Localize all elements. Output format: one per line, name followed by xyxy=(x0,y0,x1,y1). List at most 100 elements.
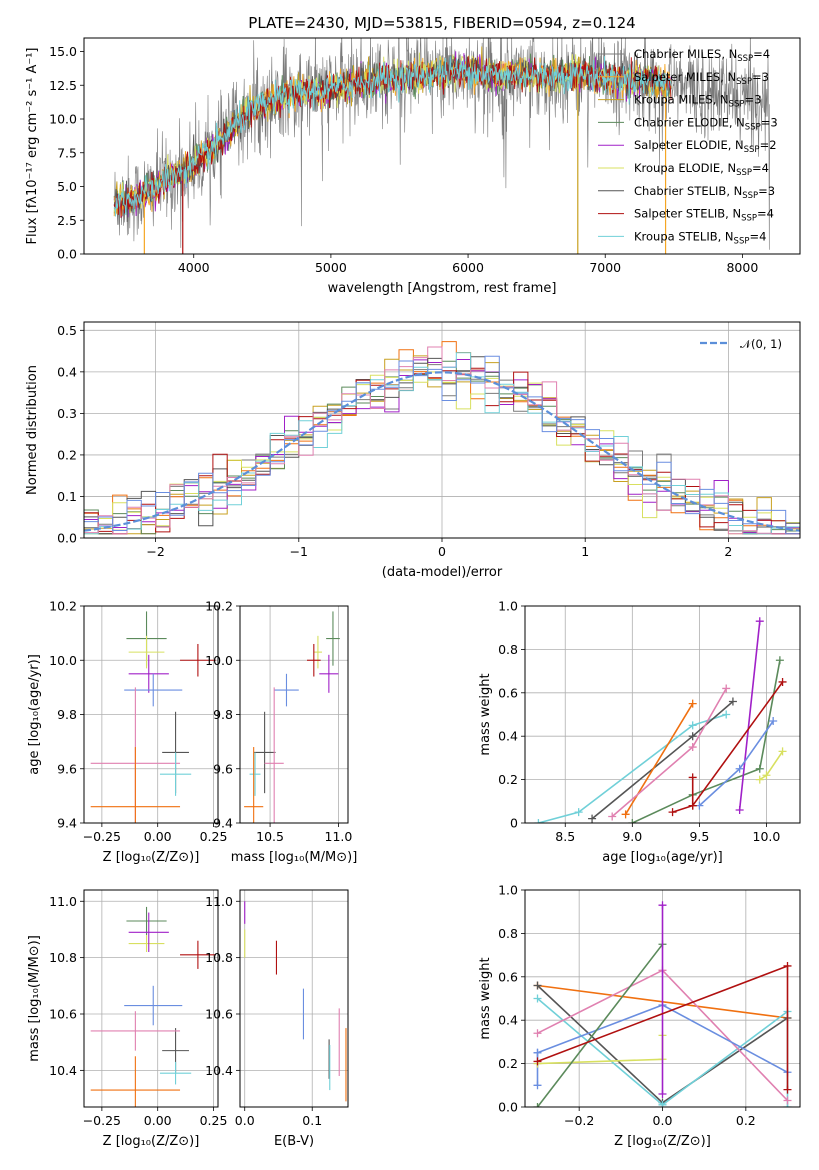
axes-frame xyxy=(239,605,349,824)
errorbar-point xyxy=(159,1061,192,1085)
errorbar-point xyxy=(180,643,216,677)
y-tick-label: 9.8 xyxy=(57,707,77,722)
errorbar-point xyxy=(128,912,169,952)
axes-frame xyxy=(83,605,219,824)
weight-marker xyxy=(783,1085,792,1094)
y-tick-label: 9.4 xyxy=(57,816,77,831)
y-tick-label: 11.0 xyxy=(49,894,77,909)
errorbar-point xyxy=(319,654,339,693)
x-tick-label: 0.00 xyxy=(144,1113,172,1128)
legend: 𝒩(0, 1) xyxy=(700,337,782,351)
x-tick-label: 0.2 xyxy=(736,1113,756,1128)
weight-line xyxy=(591,700,734,820)
weight-marker xyxy=(533,1103,542,1107)
panel-age-vs-mass: 10.5 11.0 9.4 9.6 9.8 10.0 10.2 mass [log₁₀(M/M… xyxy=(205,599,358,866)
weight-marker xyxy=(688,732,697,741)
weight-marker xyxy=(688,773,697,782)
y-tick-label: 5.0 xyxy=(57,179,77,194)
y-axis-label: mass weight xyxy=(478,957,493,1039)
errorbar-point xyxy=(128,635,165,669)
weight-line xyxy=(536,943,664,1107)
legend-name: Chabrier ELODIE, N xyxy=(634,115,745,129)
histogram-step xyxy=(84,355,800,535)
weight-marker xyxy=(688,801,697,810)
legend-suffix: =3 xyxy=(744,93,761,107)
legend-suffix: =3 xyxy=(761,115,778,129)
weight-line xyxy=(537,1035,664,1065)
legend-entry: Kroupa MILES, NSSP=3 xyxy=(634,93,761,110)
y-tick-label: 0.8 xyxy=(498,926,518,941)
weight-line xyxy=(538,713,727,823)
y-tick-label: 10.2 xyxy=(49,599,77,614)
weight-series xyxy=(658,901,667,1098)
weight-line xyxy=(738,621,761,811)
y-tick-label: 0 xyxy=(510,816,518,831)
errorbar-point xyxy=(124,673,183,707)
weight-marker xyxy=(775,656,784,665)
weight-marker xyxy=(735,764,744,773)
y-tick-label: 0.8 xyxy=(498,642,518,657)
weight-marker xyxy=(769,717,778,726)
weight-marker xyxy=(588,814,597,823)
y-tick-label: 15.0 xyxy=(49,44,77,59)
legend-sub: SSP xyxy=(744,145,760,155)
legend-suffix: =2 xyxy=(760,138,777,152)
weight-marker xyxy=(533,1048,542,1057)
y-tick-label: 9.6 xyxy=(213,761,233,776)
errorbar-point xyxy=(90,1011,181,1051)
x-tick-label: 0 xyxy=(438,544,446,559)
y-tick-label: 7.5 xyxy=(57,145,77,160)
weight-marker xyxy=(658,1089,667,1098)
legend-sub: SSP xyxy=(741,214,757,224)
y-axis-label: Normed distribution xyxy=(25,365,40,495)
weight-line xyxy=(624,703,694,815)
x-tick-label: 0.25 xyxy=(200,1113,228,1128)
weight-marker xyxy=(574,808,583,817)
axes-frame xyxy=(83,889,219,1108)
x-axis-label: Z [log₁₀(Z/Z⊙)] xyxy=(103,1134,200,1149)
x-tick-label: −0.25 xyxy=(83,829,121,844)
y-tick-label: 10.0 xyxy=(49,112,77,127)
y-tick-label: 11.0 xyxy=(205,894,233,909)
legend-sub: SSP xyxy=(736,168,752,178)
x-tick-label: 2 xyxy=(724,544,732,559)
y-tick-label: 1.0 xyxy=(498,599,518,614)
weight-marker xyxy=(755,764,764,773)
legend-entry: Chabrier MILES, NSSP=4 xyxy=(634,47,770,64)
x-axis-label: wavelength [Angstrom, rest frame] xyxy=(328,281,557,296)
axes-frame xyxy=(524,889,801,1108)
y-tick-label: 0.2 xyxy=(57,447,77,462)
errorbar-point xyxy=(124,985,183,1026)
weight-marker xyxy=(695,801,704,810)
weight-marker xyxy=(533,1081,542,1090)
y-tick-label: 1.0 xyxy=(498,883,518,898)
errorbar-point xyxy=(313,635,323,669)
weight-marker xyxy=(608,812,617,821)
weight-marker xyxy=(783,1096,792,1105)
weight-marker xyxy=(728,697,737,706)
errorbar-point xyxy=(126,906,167,936)
weight-marker xyxy=(668,808,677,817)
legend-name: Salpeter STELIB, N xyxy=(634,207,741,221)
x-tick-label: 9.0 xyxy=(622,829,642,844)
x-axis-label: mass [log₁₀(M/M⊙)] xyxy=(231,850,358,865)
axes-frame xyxy=(524,605,801,824)
weight-marker xyxy=(688,721,697,730)
errorbar-point xyxy=(249,752,261,796)
legend-suffix: =3 xyxy=(758,184,775,198)
panel-spectrum: 4000 5000 6000 7000 8000 0.0 2.5 5.0 7.5 10.0 12.5… xyxy=(25,14,801,296)
y-tick-label: 0.4 xyxy=(57,364,77,379)
weight-marker xyxy=(783,961,792,970)
y-tick-label: 10.0 xyxy=(205,653,233,668)
weight-marker xyxy=(658,1100,667,1107)
weight-marker xyxy=(755,775,764,784)
chart-title: PLATE=2430, MJD=53815, FIBERID=0594, z=0… xyxy=(248,14,635,32)
legend-name: Chabrier STELIB, N xyxy=(634,184,742,198)
x-tick-label: 0.0 xyxy=(235,1113,255,1128)
y-axis-label: mass weight xyxy=(478,673,493,755)
legend-suffix: =4 xyxy=(753,47,770,61)
weight-series xyxy=(534,710,731,823)
axes-frame xyxy=(83,37,801,255)
y-tick-label: 0.4 xyxy=(498,729,518,744)
